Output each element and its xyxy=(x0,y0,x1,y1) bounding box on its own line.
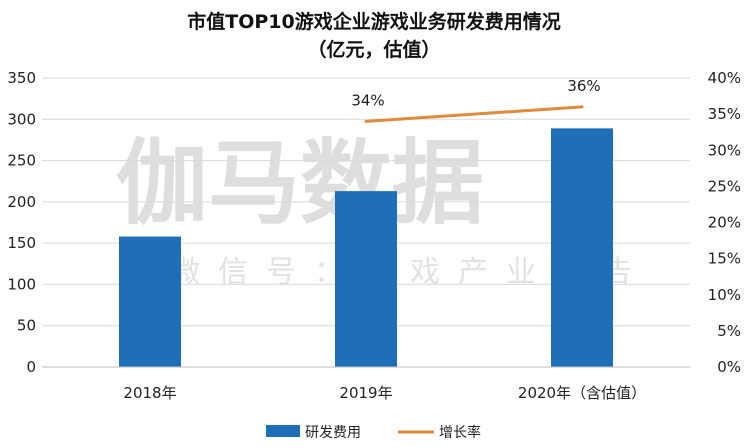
y-axis-left: 0 50 100 150 200 250 300 350 xyxy=(7,69,36,376)
chart-title: 市值TOP10游戏企业游戏业务研发费用情况 xyxy=(187,10,560,33)
y-right-tick-label: 0% xyxy=(717,358,741,376)
y-left-tick-label: 250 xyxy=(7,152,36,170)
chart-subtitle: （亿元，估值） xyxy=(307,38,440,61)
legend-line-label: 增长率 xyxy=(439,424,481,441)
y-left-tick-label: 350 xyxy=(7,69,36,87)
y-left-tick-label: 0 xyxy=(26,358,36,376)
y-left-tick-label: 150 xyxy=(7,234,36,252)
x-tick-label: 2019年 xyxy=(339,384,392,402)
y-axis-right: 0% 5% 10% 15% 20% 25% 30% 35% 40% xyxy=(708,69,741,376)
y-right-tick-label: 40% xyxy=(708,69,741,87)
line-series: 34% 36% xyxy=(351,77,601,123)
y-right-tick-label: 20% xyxy=(708,214,741,232)
bar xyxy=(119,236,181,367)
bar xyxy=(551,128,613,367)
x-tick-label: 2020年（含估值） xyxy=(518,384,646,402)
y-left-tick-label: 200 xyxy=(7,193,36,211)
line-data-label: 34% xyxy=(351,91,384,109)
bar-series xyxy=(119,128,613,367)
legend-bar-label: 研发费用 xyxy=(305,425,361,441)
y-right-tick-label: 30% xyxy=(708,141,741,159)
line-data-label: 36% xyxy=(567,77,600,95)
x-tick-label: 2018年 xyxy=(123,384,176,402)
y-left-tick-label: 50 xyxy=(17,317,36,335)
y-right-tick-label: 10% xyxy=(708,286,741,304)
legend: 研发费用 增长率 xyxy=(266,424,481,441)
growth-line xyxy=(364,105,584,123)
y-right-tick-label: 35% xyxy=(708,105,741,123)
y-left-tick-label: 300 xyxy=(7,110,36,128)
y-right-tick-label: 5% xyxy=(717,322,741,340)
watermark-text: 伽马数据 xyxy=(116,130,484,237)
legend-bar-swatch xyxy=(266,425,300,437)
bar xyxy=(335,191,397,367)
y-right-tick-label: 15% xyxy=(708,250,741,268)
y-left-tick-label: 100 xyxy=(7,275,36,293)
y-right-tick-label: 25% xyxy=(708,177,741,195)
x-axis: 2018年 2019年 2020年（含估值） xyxy=(42,366,690,402)
